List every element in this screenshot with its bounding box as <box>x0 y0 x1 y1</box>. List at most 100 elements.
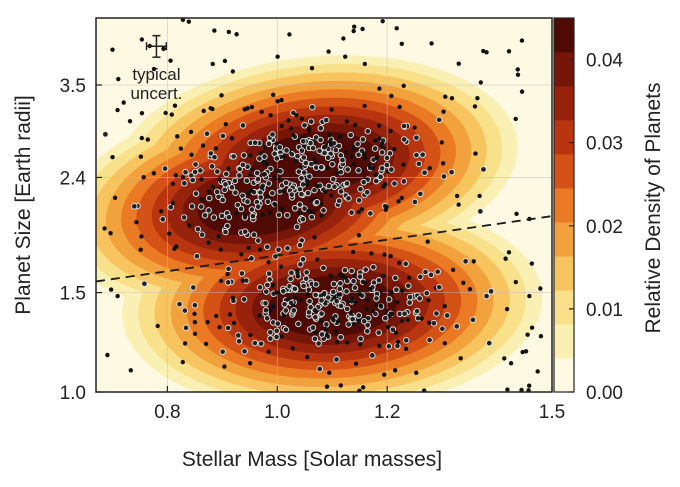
scatter-point <box>194 225 202 233</box>
scatter-point <box>264 281 271 289</box>
scatter-point <box>367 210 374 217</box>
scatter-point <box>538 334 544 339</box>
scatter-point <box>241 348 248 355</box>
scatter-point <box>115 293 120 299</box>
scatter-point <box>314 184 320 189</box>
scatter-point <box>206 189 211 194</box>
scatter-point <box>519 387 524 392</box>
scatter-point <box>359 136 367 143</box>
scatter-point <box>421 388 427 392</box>
scatter-point <box>300 282 307 290</box>
scatter-point <box>192 319 198 325</box>
scatter-point <box>515 72 521 77</box>
scatter-point <box>263 315 271 322</box>
scatter-point <box>485 339 493 347</box>
scatter-point <box>308 103 316 111</box>
scatter-point <box>224 324 232 332</box>
scatter-point <box>274 141 279 146</box>
scatter-point <box>329 161 336 168</box>
scatter-point <box>230 295 236 300</box>
scatter-point <box>235 338 243 345</box>
scatter-point <box>356 318 362 323</box>
scatter-point <box>477 208 484 215</box>
scatter-point <box>338 383 343 388</box>
scatter-point <box>193 252 201 260</box>
scatter-point <box>269 305 274 310</box>
scatter-point <box>197 203 205 210</box>
scatter-point <box>389 311 395 316</box>
scatter-point <box>294 113 299 118</box>
scatter-point <box>443 94 448 99</box>
scatter-point <box>285 296 291 302</box>
scatter-point <box>461 280 466 286</box>
scatter-point <box>304 189 312 197</box>
scatter-point <box>231 320 237 326</box>
scatter-point <box>378 303 384 308</box>
scatter-point <box>308 213 316 221</box>
scatter-point <box>440 161 446 166</box>
scatter-point <box>376 123 382 128</box>
scatter-point <box>249 188 254 193</box>
trend-line <box>96 215 552 283</box>
scatter-point <box>169 112 174 117</box>
scatter-point <box>299 116 305 121</box>
x-tick-label: 1.0 <box>264 402 290 423</box>
scatter-point <box>350 277 357 285</box>
x-tick-label: 1.5 <box>539 402 565 423</box>
scatter-point <box>248 172 253 177</box>
scatter-point <box>248 153 253 158</box>
scatter-point <box>151 171 157 176</box>
scatter-point <box>306 297 313 305</box>
scatter-point <box>108 230 113 236</box>
x-tick-label: 0.8 <box>154 402 180 423</box>
scatter-point <box>392 368 398 373</box>
scatter-point <box>312 156 317 162</box>
scatter-point <box>192 311 197 317</box>
scatter-point <box>208 106 213 111</box>
scatter-point <box>294 152 301 160</box>
scatter-point <box>389 326 397 333</box>
scatter-point <box>335 319 341 324</box>
scatter-point <box>292 295 298 301</box>
scatter-point <box>426 320 432 325</box>
scatter-point <box>275 168 281 173</box>
scatter-point <box>317 125 325 132</box>
scatter-point <box>333 356 340 363</box>
scatter-point <box>205 319 210 325</box>
scatter-point <box>321 291 327 296</box>
scatter-point <box>406 299 413 306</box>
scatter-point <box>352 273 357 278</box>
scatter-point <box>439 325 446 333</box>
scatter-point <box>426 298 431 303</box>
scatter-point <box>369 251 374 256</box>
scatter-point <box>167 203 174 211</box>
scatter-point <box>344 340 350 345</box>
scatter-point <box>231 177 239 185</box>
colorbar-tick-label: 0.03 <box>586 134 623 155</box>
scatter-point <box>234 32 239 37</box>
colorbar-segment <box>554 52 574 87</box>
scatter-point <box>362 280 367 285</box>
scatter-point <box>211 153 218 161</box>
scatter-point <box>481 48 486 54</box>
colorbar-segment <box>554 358 574 393</box>
scatter-point <box>257 340 265 347</box>
scatter-point <box>155 323 160 329</box>
scatter-point <box>326 49 331 54</box>
scatter-point <box>243 213 248 218</box>
scatter-point <box>337 134 343 139</box>
scatter-point <box>313 159 318 165</box>
scatter-point <box>139 110 145 116</box>
scatter-point <box>265 270 273 277</box>
scatter-point <box>440 173 448 180</box>
scatter-point <box>456 202 461 207</box>
scatter-point <box>487 288 495 295</box>
scatter-point <box>388 253 393 259</box>
scatter-point <box>475 96 480 101</box>
x-axis-label: Stellar Mass [Solar masses] <box>182 448 442 471</box>
scatter-point <box>324 384 330 389</box>
scatter-point <box>295 320 302 328</box>
scatter-point <box>293 158 299 164</box>
scatter-point <box>205 207 212 214</box>
